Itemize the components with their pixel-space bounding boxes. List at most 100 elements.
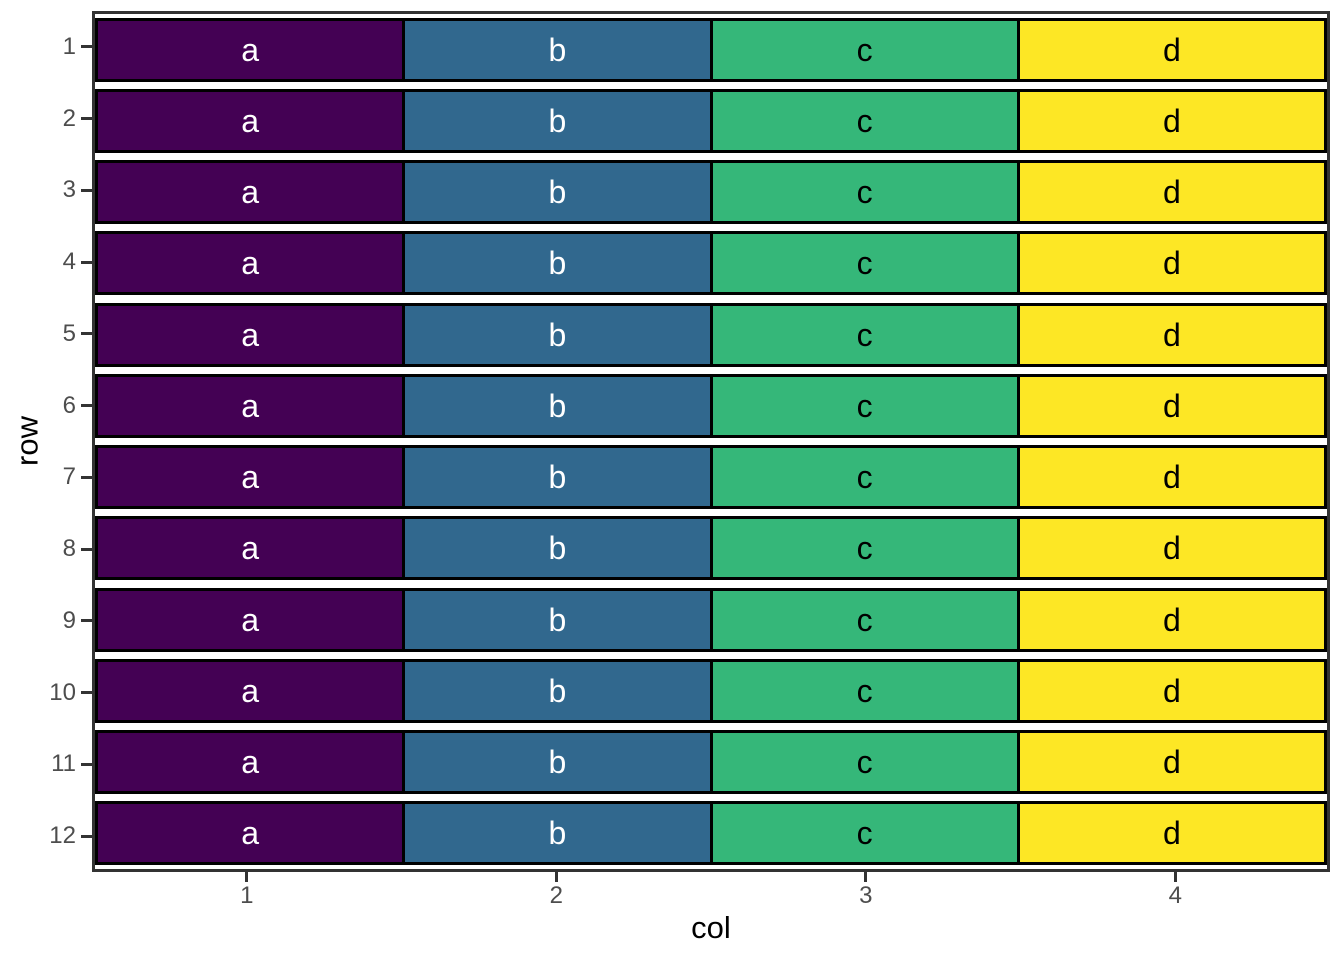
heatmap-tile: c — [709, 88, 1020, 153]
heatmap-row: a b c d — [95, 157, 1327, 228]
heatmap-tile: d — [1016, 160, 1327, 225]
y-tick-mark — [81, 260, 92, 264]
y-tick-mark — [81, 475, 92, 479]
tile-label: c — [856, 387, 873, 424]
y-tick-mark — [81, 404, 92, 408]
heatmap-row-tiles: a b c d — [95, 373, 1327, 438]
x-tick-label: 3 — [859, 882, 873, 909]
heatmap-tile: a — [95, 445, 406, 510]
tile-label: c — [856, 744, 873, 781]
heatmap-tile: c — [709, 231, 1020, 296]
tile-label: b — [548, 316, 567, 353]
tile-label: c — [856, 601, 873, 638]
tile-label: b — [548, 815, 567, 852]
heatmap-row-tiles: a b c d — [95, 516, 1327, 581]
heatmap-row-tiles: a b c d — [95, 658, 1327, 723]
heatmap-tile: a — [95, 658, 406, 723]
heatmap-tile: c — [709, 730, 1020, 795]
heatmap-tile: b — [402, 373, 713, 438]
y-tick-label: 7 — [62, 463, 76, 491]
y-tick-label: 6 — [62, 391, 76, 419]
heatmap-tile: c — [709, 801, 1020, 866]
tile-label: a — [241, 744, 260, 781]
y-tick-mark — [81, 332, 92, 336]
heatmap-tile: b — [402, 88, 713, 153]
y-tick-mark — [81, 45, 92, 49]
heatmap-row: a b c d — [95, 798, 1327, 869]
tile-label: a — [241, 31, 260, 68]
heatmap-row-tiles: a b c d — [95, 17, 1327, 82]
heatmap-row: a b c d — [95, 228, 1327, 299]
y-tick-label: 9 — [62, 606, 76, 634]
heatmap-tile: a — [95, 516, 406, 581]
y-axis-title: row — [9, 416, 45, 466]
heatmap-tile: d — [1016, 516, 1327, 581]
tile-label: d — [1162, 245, 1181, 282]
heatmap-tile: d — [1016, 658, 1327, 723]
x-tick-mark — [245, 872, 249, 882]
heatmap-row: a b c d — [95, 370, 1327, 441]
tile-label: c — [856, 815, 873, 852]
heatmap-tile: d — [1016, 17, 1327, 82]
tile-label: c — [856, 530, 873, 567]
heatmap-tile: d — [1016, 302, 1327, 367]
heatmap-tile: d — [1016, 88, 1327, 153]
heatmap-tile: a — [95, 160, 406, 225]
x-tick-label: 4 — [1168, 882, 1182, 909]
tile-label: b — [548, 459, 567, 496]
tile-label: a — [241, 245, 260, 282]
tile-label: b — [548, 601, 567, 638]
heatmap-tile: b — [402, 302, 713, 367]
heatmap-tile: c — [709, 302, 1020, 367]
heatmap-tile: b — [402, 516, 713, 581]
heatmap-tile: a — [95, 730, 406, 795]
heatmap-row: a b c d — [95, 14, 1327, 85]
tile-label: d — [1162, 102, 1181, 139]
tile-label: d — [1162, 387, 1181, 424]
heatmap-row-tiles: a b c d — [95, 730, 1327, 795]
tile-label: a — [241, 672, 260, 709]
heatmap-tile: a — [95, 373, 406, 438]
tile-label: d — [1162, 316, 1181, 353]
x-tick-label: 2 — [549, 882, 563, 909]
heatmap-row: a b c d — [95, 299, 1327, 370]
tile-label: a — [241, 174, 260, 211]
heatmap-tile: c — [709, 516, 1020, 581]
y-tick-mark — [81, 762, 92, 766]
tile-label: b — [548, 530, 567, 567]
heatmap-row: a b c d — [95, 442, 1327, 513]
y-tick-label: 4 — [62, 248, 76, 276]
y-tick-mark — [81, 834, 92, 838]
heatmap-tile: c — [709, 445, 1020, 510]
heatmap-tile: b — [402, 730, 713, 795]
tile-label: d — [1162, 174, 1181, 211]
heatmap-tile: b — [402, 231, 713, 296]
tile-label: a — [241, 601, 260, 638]
heatmap-row-tiles: a b c d — [95, 88, 1327, 153]
tile-label: b — [548, 174, 567, 211]
tile-label: d — [1162, 601, 1181, 638]
heatmap-tile: d — [1016, 801, 1327, 866]
heatmap-tile: c — [709, 373, 1020, 438]
heatmap-tile: c — [709, 17, 1020, 82]
x-tick-mark — [864, 872, 868, 882]
y-tick-label: 5 — [62, 319, 76, 347]
heatmap-tile: b — [402, 587, 713, 652]
heatmap-tile: c — [709, 658, 1020, 723]
heatmap-tile: d — [1016, 587, 1327, 652]
tile-label: a — [241, 102, 260, 139]
x-tick-mark — [1173, 872, 1177, 882]
y-tick-mark — [81, 188, 92, 192]
tile-label: b — [548, 744, 567, 781]
tile-label: b — [548, 387, 567, 424]
heatmap-tile: d — [1016, 231, 1327, 296]
heatmap-row-tiles: a b c d — [95, 801, 1327, 866]
tile-label: d — [1162, 744, 1181, 781]
tile-label: b — [548, 245, 567, 282]
heatmap-row: a b c d — [95, 655, 1327, 726]
heatmap-row: a b c d — [95, 727, 1327, 798]
y-tick-mark — [81, 547, 92, 551]
heatmap-tile: a — [95, 801, 406, 866]
heatmap-tile: d — [1016, 373, 1327, 438]
